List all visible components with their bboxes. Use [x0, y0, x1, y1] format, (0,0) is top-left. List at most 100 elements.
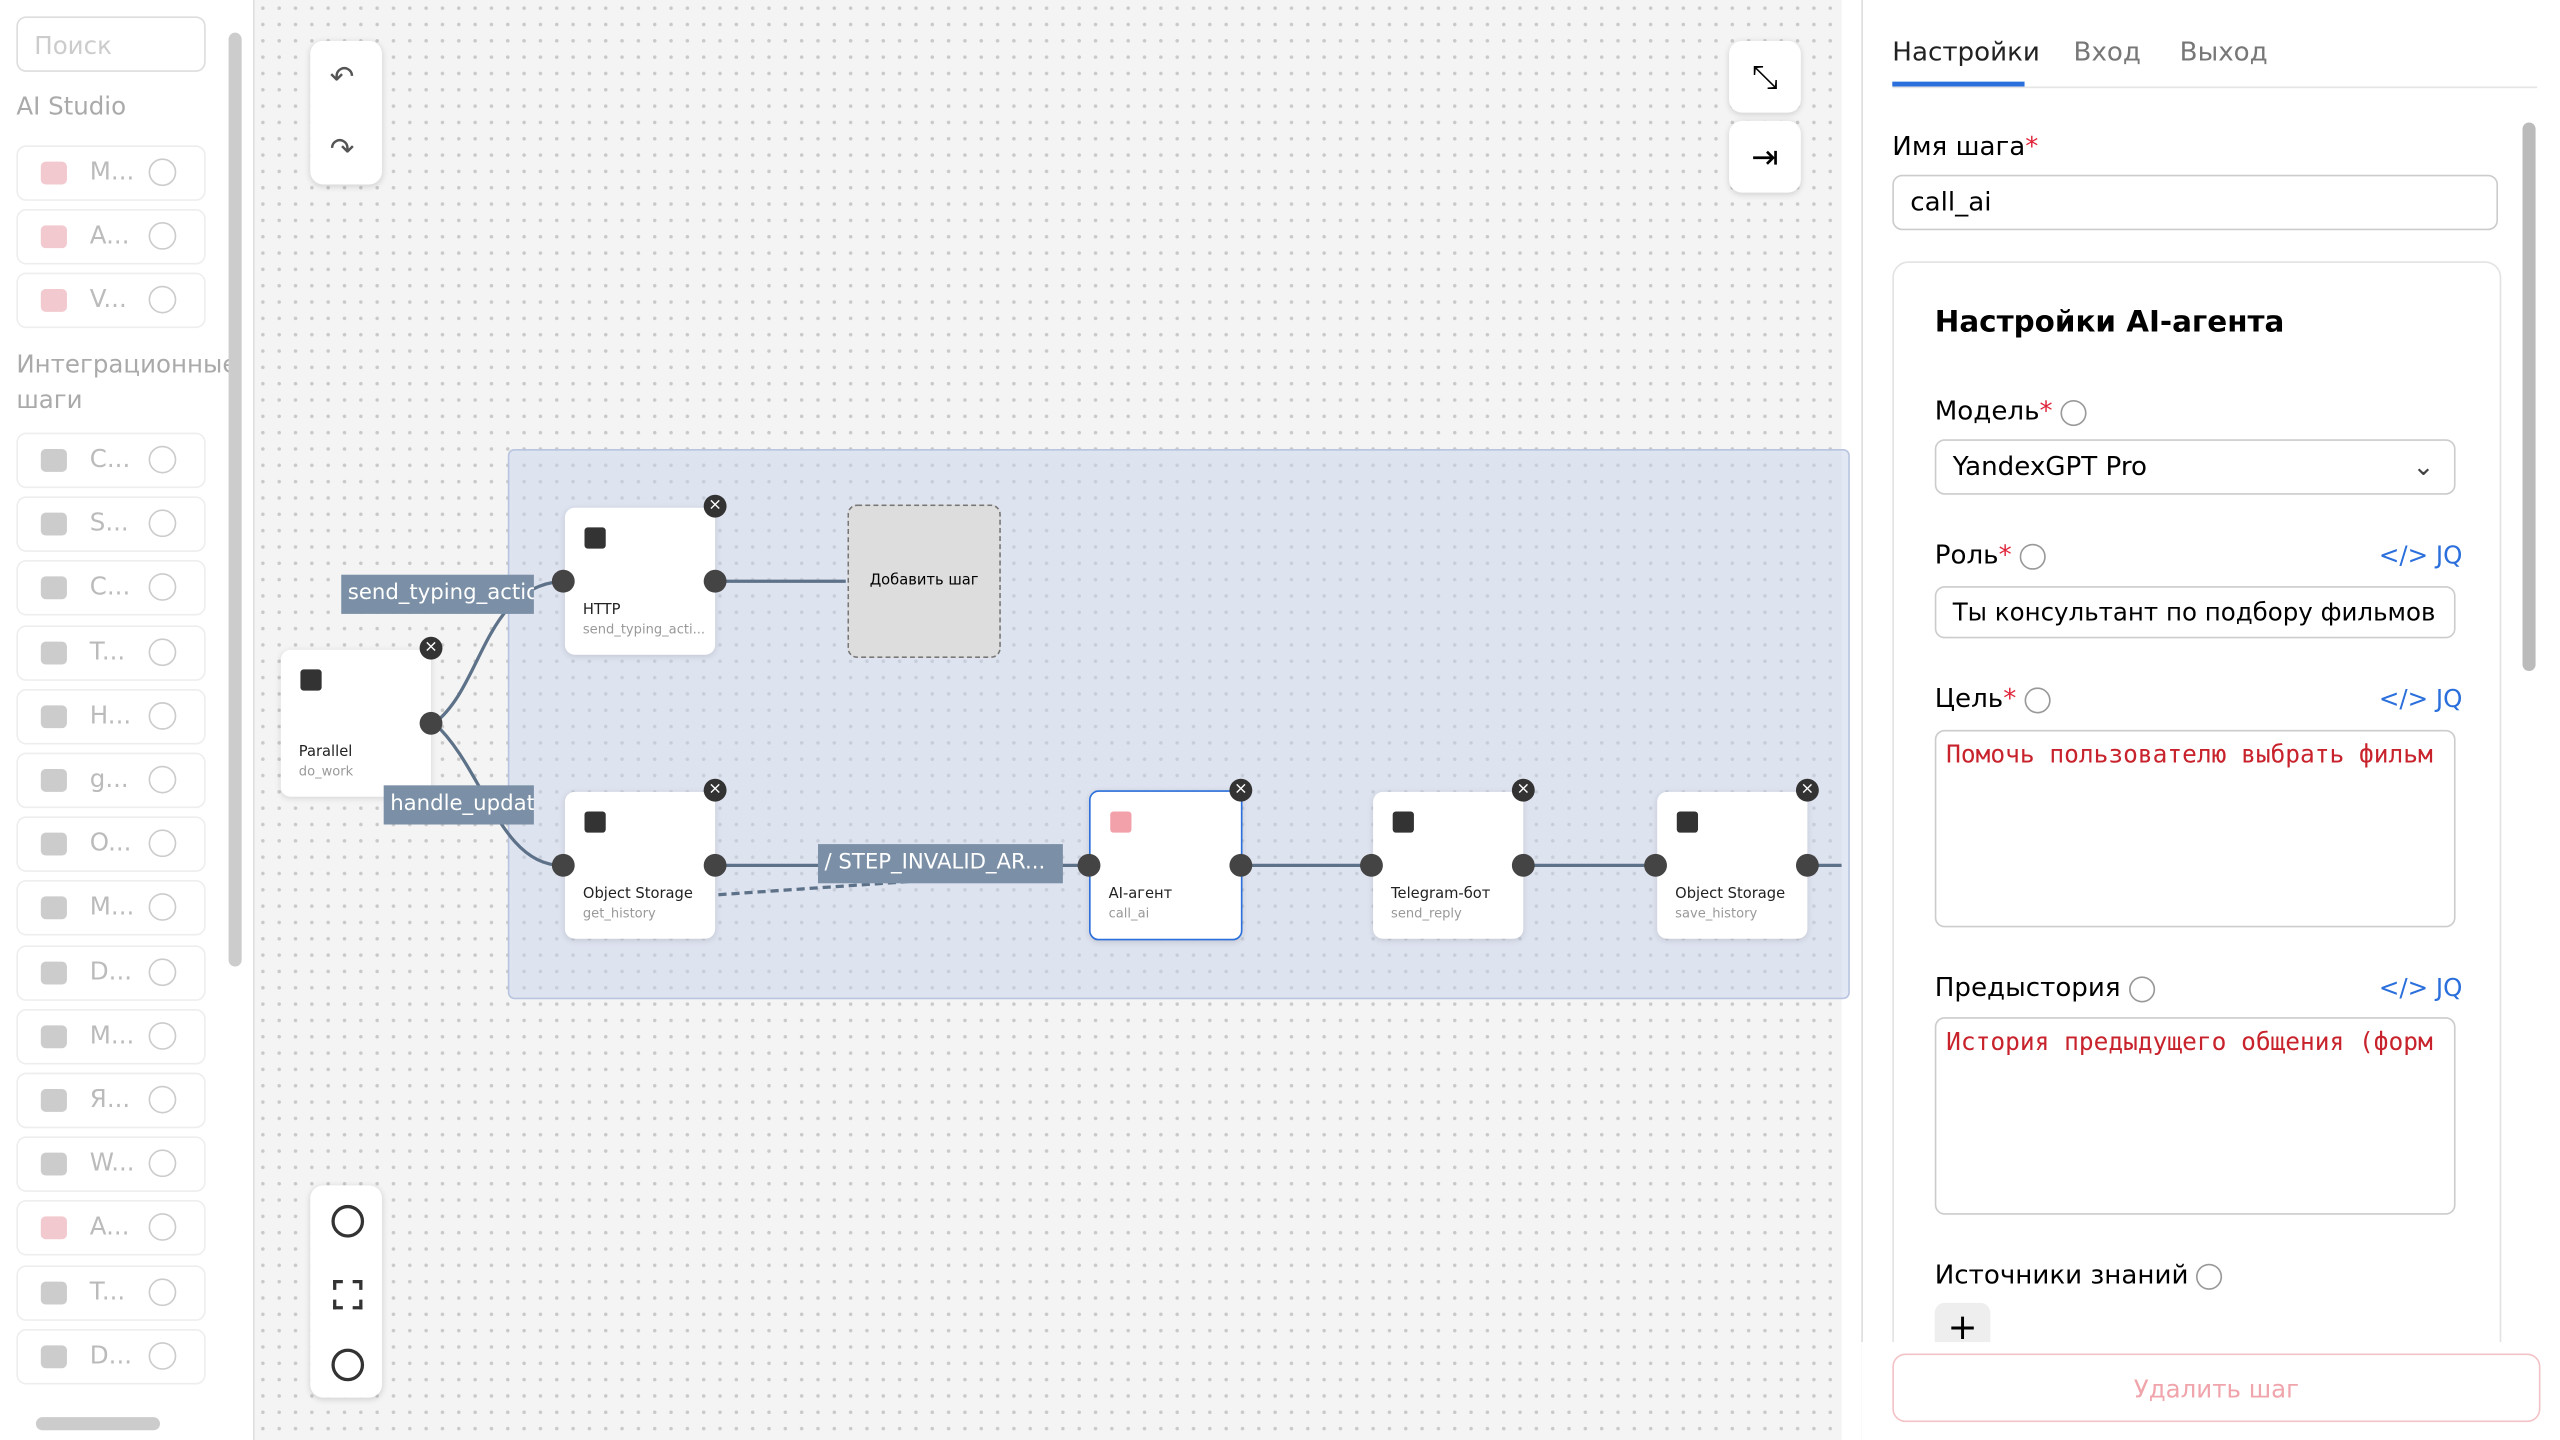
- help-icon: [148, 509, 177, 538]
- sidebar-item[interactable]: C...: [16, 432, 206, 489]
- add-step-label: Добавить шаг: [869, 573, 979, 590]
- step-node[interactable]: Object Storage get_history ×: [551, 778, 727, 939]
- jq-toggle[interactable]: </> JQ: [2378, 973, 2463, 1003]
- tab[interactable]: Выход: [2179, 35, 2268, 67]
- step-node[interactable]: Parallel do_work ×: [280, 636, 443, 797]
- help-icon[interactable]: [2024, 686, 2051, 713]
- sidebar-item[interactable]: A...: [16, 1200, 206, 1257]
- fit-view[interactable]: [333, 1280, 363, 1310]
- node-icon: [300, 669, 322, 691]
- step-node[interactable]: Object Storage save_history ×: [1644, 778, 1819, 939]
- close-panel-button[interactable]: ⇥: [1729, 120, 1801, 193]
- node-icon: [584, 811, 606, 833]
- sidebar-item[interactable]: g...: [16, 752, 206, 809]
- step-node[interactable]: Telegram-бот send_reply ×: [1360, 778, 1535, 939]
- output-port[interactable]: [1229, 853, 1253, 877]
- jq-toggle[interactable]: </> JQ: [2378, 684, 2463, 714]
- help-icon[interactable]: [2128, 975, 2155, 1002]
- redo-button[interactable]: ↷: [329, 132, 355, 167]
- sidebar-item[interactable]: M...: [16, 1008, 206, 1065]
- collapse-button[interactable]: ⤡: [1729, 40, 1801, 113]
- scrollbar[interactable]: [228, 32, 242, 967]
- sidebar-item[interactable]: M...: [16, 145, 206, 201]
- sidebar-item[interactable]: W...: [16, 1136, 206, 1193]
- step-name-input[interactable]: call_ai: [1892, 174, 2499, 231]
- item-icon: [40, 448, 67, 472]
- help-icon: [148, 573, 177, 602]
- undo-button[interactable]: ↶: [329, 60, 355, 95]
- remove-button[interactable]: ×: [1229, 778, 1253, 802]
- label-text: Предыстория: [1934, 971, 2121, 1003]
- help-icon: [148, 222, 177, 250]
- scrollbar[interactable]: [35, 1417, 161, 1431]
- goal-editor[interactable]: Помочь пользователю выбрать фильм: [1934, 729, 2456, 928]
- tab[interactable]: Вход: [2073, 35, 2141, 67]
- edge-label: send_typing_action: [341, 574, 534, 614]
- item-label: A...: [89, 1212, 130, 1242]
- remove-button[interactable]: ×: [1511, 778, 1535, 802]
- sidebar-item[interactable]: C...: [16, 560, 206, 617]
- node-title: Object Storage: [582, 886, 693, 903]
- field-label: Источники знаний: [1935, 1259, 2223, 1290]
- help-icon[interactable]: [2019, 542, 2046, 569]
- history-editor[interactable]: История предыдущего общения (форм: [1934, 1017, 2456, 1215]
- zoom-toolbar: [310, 1185, 383, 1398]
- remove-button[interactable]: ×: [419, 636, 443, 660]
- item-icon: [40, 288, 67, 312]
- search-box[interactable]: Поиск: [16, 16, 206, 72]
- sidebar-item[interactable]: M...: [16, 880, 206, 937]
- output-port[interactable]: [703, 853, 727, 877]
- jq-label: JQ: [2435, 684, 2463, 714]
- jq-toggle[interactable]: </> JQ: [2378, 540, 2463, 570]
- sidebar-item[interactable]: T...: [16, 1264, 206, 1321]
- help-icon[interactable]: [2196, 1262, 2223, 1290]
- tab-active[interactable]: Настройки: [1892, 35, 2040, 67]
- item-icon: [40, 1025, 67, 1048]
- role-input[interactable]: Ты консультант по подбору фильмов: [1934, 586, 2456, 639]
- sidebar-item[interactable]: O...: [16, 816, 206, 873]
- section-title[interactable]: AI Studio: [16, 91, 127, 121]
- help-icon: [148, 701, 177, 730]
- sidebar-item[interactable]: A...: [16, 208, 206, 265]
- sidebar-item[interactable]: H...: [16, 688, 206, 745]
- item-icon: [40, 1089, 67, 1112]
- required-mark: *: [2003, 682, 2017, 714]
- sidebar-item[interactable]: D...: [16, 944, 206, 1001]
- output-port[interactable]: [703, 569, 727, 593]
- item-label: T...: [89, 1276, 126, 1306]
- canvas[interactable]: ↶ ↷ ⤡ ⇥ Parallel do_work × HTTP send_typing_…: [254, 0, 1850, 1440]
- help-icon[interactable]: [2060, 399, 2087, 426]
- node-title: Object Storage: [1675, 886, 1786, 903]
- sidebar-item[interactable]: T...: [16, 624, 206, 681]
- output-port[interactable]: [1795, 853, 1819, 877]
- output-port[interactable]: [419, 711, 443, 735]
- sidebar-item[interactable]: S...: [16, 496, 206, 553]
- remove-button[interactable]: ×: [1795, 778, 1819, 802]
- help-icon: [148, 1213, 177, 1242]
- help-icon: [148, 1021, 177, 1050]
- remove-button[interactable]: ×: [703, 494, 727, 518]
- step-node[interactable]: AI-агент call_ai ×: [1077, 778, 1253, 941]
- input-port[interactable]: [1644, 853, 1667, 877]
- sidebar-item[interactable]: Я...: [16, 1072, 206, 1129]
- required-mark: *: [1998, 538, 2012, 570]
- input-port[interactable]: [551, 853, 575, 877]
- delete-button[interactable]: Удалить шаг: [1892, 1353, 2541, 1423]
- remove-button[interactable]: ×: [703, 778, 727, 802]
- sidebar-item[interactable]: D...: [16, 1328, 206, 1385]
- step-node[interactable]: HTTP send_typing_acti... ×: [551, 494, 727, 655]
- output-port[interactable]: [1511, 853, 1535, 877]
- input-port[interactable]: [1360, 853, 1383, 877]
- zoom-in[interactable]: [331, 1204, 365, 1238]
- zoom-out[interactable]: [331, 1348, 365, 1382]
- item-label: C...: [89, 444, 131, 474]
- input-port[interactable]: [1077, 853, 1101, 877]
- input-port[interactable]: [551, 569, 575, 593]
- tab-indicator: [1892, 81, 2025, 87]
- scrollbar[interactable]: [2522, 122, 2536, 672]
- sidebar-item[interactable]: V...: [16, 272, 206, 329]
- add-step-node[interactable]: Добавить шаг: [847, 504, 1001, 658]
- model-select[interactable]: YandexGPT Pro ⌄: [1934, 439, 2456, 495]
- node-title: Parallel: [298, 744, 353, 761]
- label-text: Источники знаний: [1934, 1258, 2189, 1290]
